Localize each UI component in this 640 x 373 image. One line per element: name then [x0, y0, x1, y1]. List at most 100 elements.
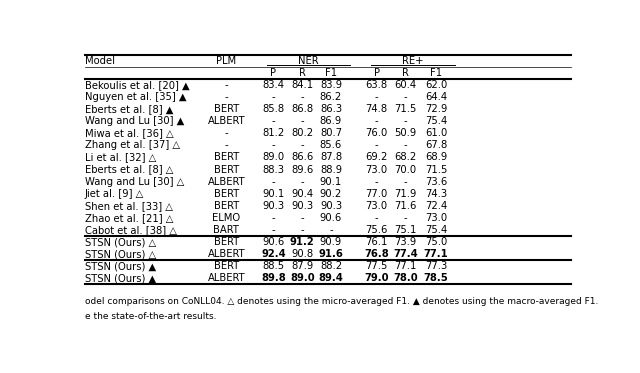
Text: 84.1: 84.1	[291, 80, 313, 90]
Text: 73.6: 73.6	[425, 177, 447, 186]
Text: 62.0: 62.0	[425, 80, 447, 90]
Text: -: -	[300, 177, 304, 186]
Text: 79.0: 79.0	[364, 273, 389, 283]
Text: 91.6: 91.6	[319, 249, 344, 259]
Text: Li et al. [32] △: Li et al. [32] △	[85, 153, 156, 163]
Text: STSN (Ours) ▲: STSN (Ours) ▲	[85, 261, 156, 271]
Text: 90.1: 90.1	[320, 177, 342, 186]
Text: 75.6: 75.6	[365, 225, 388, 235]
Text: 87.9: 87.9	[291, 261, 314, 271]
Text: 75.4: 75.4	[425, 225, 447, 235]
Text: 77.4: 77.4	[393, 249, 418, 259]
Text: 81.2: 81.2	[262, 128, 285, 138]
Text: 73.0: 73.0	[365, 201, 388, 211]
Text: 76.8: 76.8	[364, 249, 389, 259]
Text: 80.7: 80.7	[320, 128, 342, 138]
Text: 89.6: 89.6	[291, 164, 314, 175]
Text: 90.9: 90.9	[320, 237, 342, 247]
Text: 85.8: 85.8	[262, 104, 285, 114]
Text: 70.0: 70.0	[394, 164, 417, 175]
Text: BERT: BERT	[214, 201, 239, 211]
Text: 86.9: 86.9	[320, 116, 342, 126]
Text: R: R	[299, 68, 306, 78]
Text: 50.9: 50.9	[394, 128, 417, 138]
Text: -: -	[225, 80, 228, 90]
Text: Bekoulis et al. [20] ▲: Bekoulis et al. [20] ▲	[85, 80, 189, 90]
Text: -: -	[375, 213, 378, 223]
Text: 78.0: 78.0	[393, 273, 418, 283]
Text: 71.6: 71.6	[394, 201, 417, 211]
Text: 90.3: 90.3	[291, 201, 313, 211]
Text: -: -	[225, 140, 228, 150]
Text: 87.8: 87.8	[320, 153, 342, 163]
Text: 83.9: 83.9	[320, 80, 342, 90]
Text: -: -	[300, 92, 304, 102]
Text: 77.3: 77.3	[425, 261, 447, 271]
Text: Eberts et al. [8] △: Eberts et al. [8] △	[85, 164, 173, 175]
Text: 89.0: 89.0	[290, 273, 314, 283]
Text: BERT: BERT	[214, 237, 239, 247]
Text: 75.4: 75.4	[425, 116, 447, 126]
Text: 89.8: 89.8	[261, 273, 286, 283]
Text: -: -	[271, 116, 275, 126]
Text: 64.4: 64.4	[425, 92, 447, 102]
Text: -: -	[271, 213, 275, 223]
Text: 88.9: 88.9	[320, 164, 342, 175]
Text: 80.2: 80.2	[291, 128, 313, 138]
Text: 72.4: 72.4	[425, 201, 447, 211]
Text: 88.3: 88.3	[262, 164, 284, 175]
Text: 61.0: 61.0	[425, 128, 447, 138]
Text: 77.5: 77.5	[365, 261, 388, 271]
Text: -: -	[404, 116, 407, 126]
Text: -: -	[375, 116, 378, 126]
Text: 75.0: 75.0	[425, 237, 447, 247]
Text: 77.0: 77.0	[365, 189, 388, 199]
Text: 88.5: 88.5	[262, 261, 285, 271]
Text: 68.9: 68.9	[425, 153, 447, 163]
Text: -: -	[404, 92, 407, 102]
Text: -: -	[300, 213, 304, 223]
Text: STSN (Ours) △: STSN (Ours) △	[85, 249, 156, 259]
Text: 86.2: 86.2	[320, 92, 342, 102]
Text: 60.4: 60.4	[394, 80, 417, 90]
Text: 71.9: 71.9	[394, 189, 417, 199]
Text: 74.8: 74.8	[365, 104, 388, 114]
Text: 90.1: 90.1	[262, 189, 285, 199]
Text: 90.6: 90.6	[262, 237, 285, 247]
Text: Zhao et al. [21] △: Zhao et al. [21] △	[85, 213, 173, 223]
Text: 90.8: 90.8	[291, 249, 313, 259]
Text: -: -	[300, 116, 304, 126]
Text: 67.8: 67.8	[425, 140, 447, 150]
Text: 75.1: 75.1	[394, 225, 417, 235]
Text: 83.4: 83.4	[262, 80, 284, 90]
Text: P: P	[271, 68, 276, 78]
Text: BERT: BERT	[214, 164, 239, 175]
Text: Cabot et al. [38] △: Cabot et al. [38] △	[85, 225, 177, 235]
Text: ALBERT: ALBERT	[207, 177, 245, 186]
Text: -: -	[271, 92, 275, 102]
Text: 71.5: 71.5	[394, 104, 417, 114]
Text: Zhang et al. [37] △: Zhang et al. [37] △	[85, 140, 180, 150]
Text: 73.0: 73.0	[365, 164, 388, 175]
Text: NER: NER	[298, 56, 319, 66]
Text: 78.5: 78.5	[424, 273, 449, 283]
Text: 90.3: 90.3	[262, 201, 285, 211]
Text: -: -	[375, 177, 378, 186]
Text: -: -	[329, 225, 333, 235]
Text: 76.0: 76.0	[365, 128, 388, 138]
Text: -: -	[300, 140, 304, 150]
Text: RE+: RE+	[402, 56, 424, 66]
Text: Eberts et al. [8] ▲: Eberts et al. [8] ▲	[85, 104, 173, 114]
Text: -: -	[404, 140, 407, 150]
Text: 69.2: 69.2	[365, 153, 388, 163]
Text: R: R	[402, 68, 409, 78]
Text: P: P	[374, 68, 380, 78]
Text: 63.8: 63.8	[365, 80, 388, 90]
Text: 86.3: 86.3	[320, 104, 342, 114]
Text: 86.6: 86.6	[291, 153, 314, 163]
Text: ELMO: ELMO	[212, 213, 241, 223]
Text: BERT: BERT	[214, 153, 239, 163]
Text: 77.1: 77.1	[424, 249, 449, 259]
Text: Wang and Lu [30] ▲: Wang and Lu [30] ▲	[85, 116, 184, 126]
Text: 72.9: 72.9	[425, 104, 447, 114]
